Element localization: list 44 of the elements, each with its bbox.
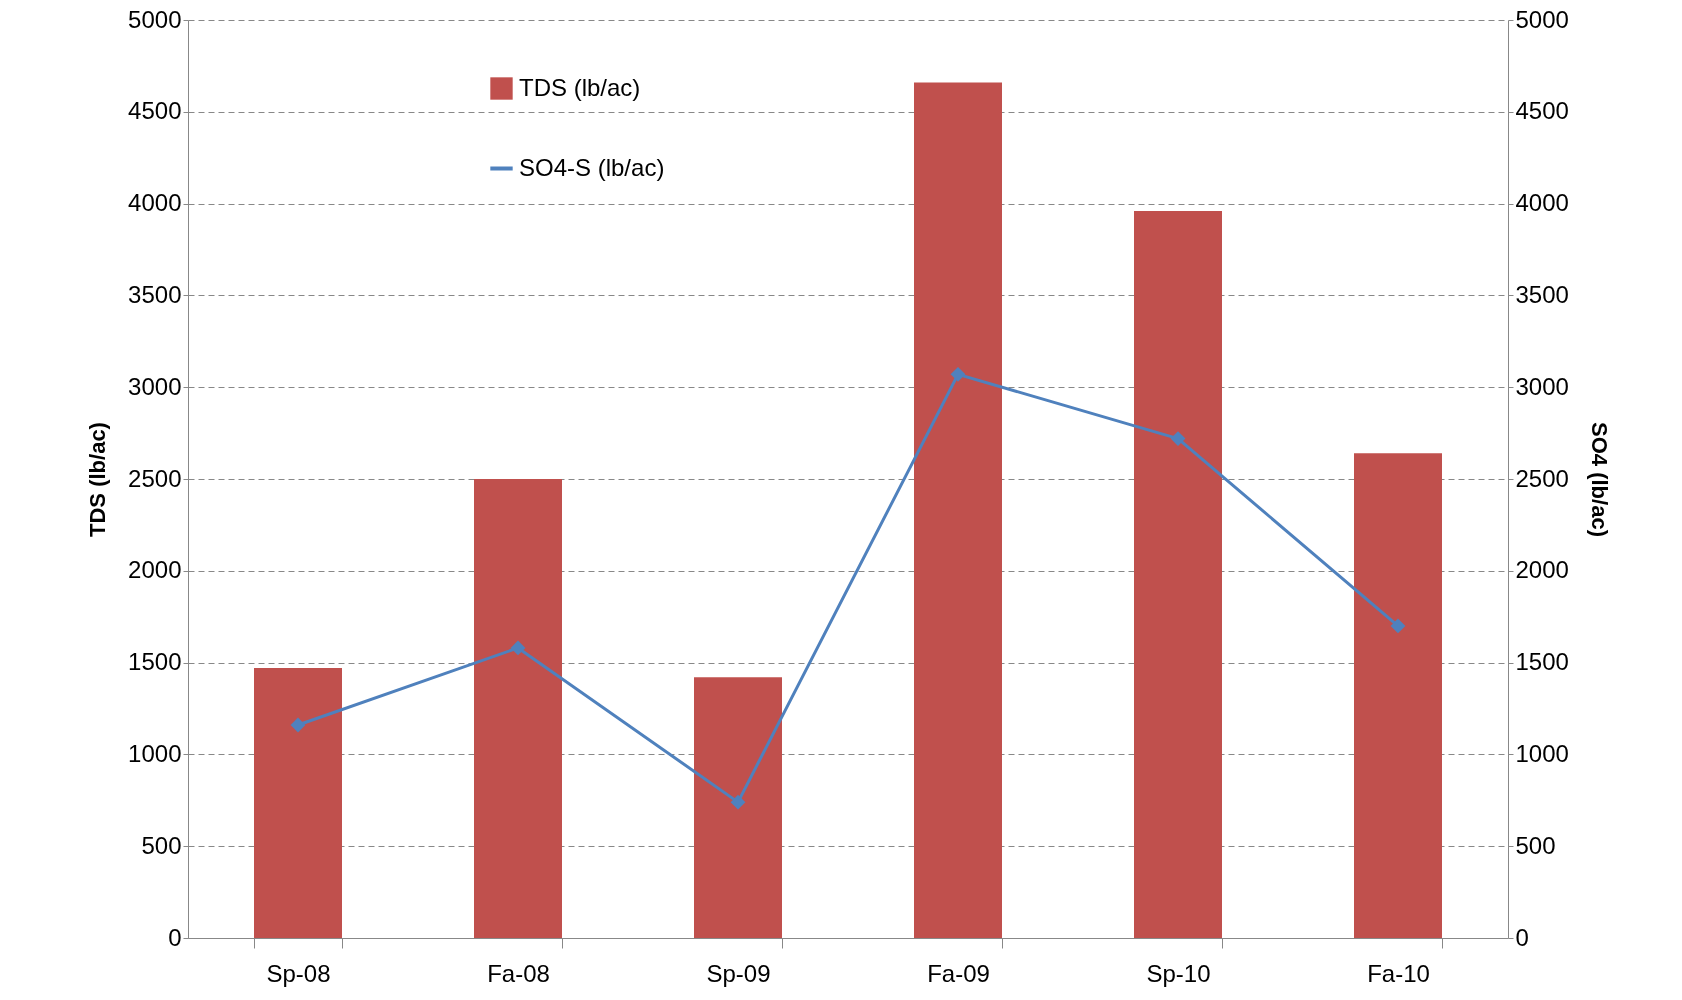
bar xyxy=(694,677,782,938)
bar xyxy=(914,82,1002,938)
bar xyxy=(1354,453,1442,938)
y-tick-label: 1500 xyxy=(128,648,182,676)
y2-tick-label: 1000 xyxy=(1515,739,1569,767)
point xyxy=(730,794,746,810)
y2-tick-label: 0 xyxy=(1515,923,1529,951)
bar xyxy=(254,668,342,938)
y2-tick-label: 500 xyxy=(1515,831,1556,859)
y2-tick-label: 4000 xyxy=(1515,189,1569,217)
y2-tick-label: 2000 xyxy=(1515,556,1569,584)
y2-axis-title: SO4 (lb/ac) xyxy=(1586,422,1612,537)
y-tick-label: 500 xyxy=(141,831,182,859)
legend-label: SO4-S (lb/ac) xyxy=(519,153,665,181)
x-tick-label: Sp-10 xyxy=(1146,959,1211,987)
y-tick-label: 4500 xyxy=(128,97,182,125)
y-tick-label: 2000 xyxy=(128,556,182,584)
point xyxy=(950,366,966,382)
x-tick-label: Fa-10 xyxy=(1367,959,1430,987)
point xyxy=(1390,618,1406,634)
x-tick-label: Fa-09 xyxy=(927,959,990,987)
x-tick-label: Sp-08 xyxy=(266,959,331,987)
y2-tick-label: 2500 xyxy=(1515,464,1569,492)
y2-tick-label: 4500 xyxy=(1515,97,1569,125)
y-tick-label: 3000 xyxy=(128,372,182,400)
y-tick-label: 5000 xyxy=(128,5,182,33)
legend-label: TDS (lb/ac) xyxy=(519,73,641,101)
bar xyxy=(474,479,562,938)
y2-tick-label: 3000 xyxy=(1515,372,1569,400)
x-tick-label: Sp-09 xyxy=(706,959,771,987)
y-tick-label: 3500 xyxy=(128,280,182,308)
y-tick-label: 1000 xyxy=(128,739,182,767)
point xyxy=(290,717,306,733)
y2-tick-label: 1500 xyxy=(1515,648,1569,676)
point xyxy=(510,640,526,656)
point xyxy=(1170,431,1186,447)
y-tick-label: 2500 xyxy=(128,464,182,492)
y-tick-label: 4000 xyxy=(128,189,182,217)
y2-tick-label: 3500 xyxy=(1515,280,1569,308)
bar xyxy=(1134,210,1222,938)
y-axis-title: TDS (lb/ac) xyxy=(85,422,111,537)
x-tick-label: Fa-08 xyxy=(487,959,550,987)
y-tick-label: 0 xyxy=(168,923,182,951)
y2-tick-label: 5000 xyxy=(1515,5,1569,33)
